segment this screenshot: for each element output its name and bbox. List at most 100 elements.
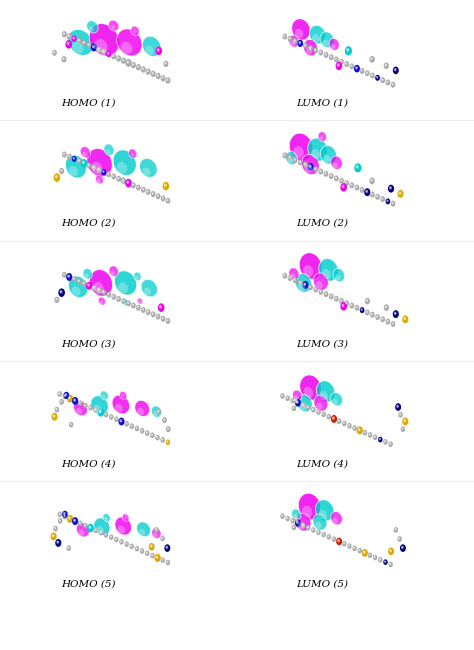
Circle shape [67, 34, 71, 39]
Circle shape [396, 404, 401, 410]
Circle shape [390, 550, 391, 551]
Ellipse shape [311, 149, 320, 159]
Ellipse shape [320, 146, 337, 164]
Ellipse shape [110, 25, 115, 30]
Circle shape [289, 157, 290, 158]
Circle shape [345, 62, 348, 66]
Ellipse shape [153, 533, 157, 538]
Circle shape [342, 304, 344, 307]
Circle shape [315, 49, 316, 51]
Circle shape [287, 397, 288, 398]
Circle shape [358, 428, 360, 430]
Circle shape [384, 63, 388, 68]
Circle shape [62, 57, 66, 62]
Circle shape [359, 549, 360, 551]
Ellipse shape [141, 280, 157, 297]
Circle shape [68, 515, 73, 522]
Text: HOMO (4): HOMO (4) [62, 460, 116, 469]
Circle shape [304, 163, 306, 164]
Circle shape [380, 438, 381, 439]
Circle shape [149, 543, 154, 550]
Ellipse shape [103, 514, 110, 521]
Circle shape [366, 311, 367, 313]
Circle shape [67, 546, 70, 551]
Circle shape [307, 406, 308, 408]
Circle shape [293, 278, 297, 283]
Ellipse shape [93, 282, 104, 294]
Circle shape [61, 400, 62, 402]
Ellipse shape [153, 411, 158, 417]
Circle shape [54, 174, 59, 181]
Circle shape [146, 551, 149, 555]
Circle shape [117, 296, 120, 301]
Circle shape [141, 549, 144, 553]
Circle shape [161, 76, 165, 81]
Circle shape [152, 312, 155, 317]
Ellipse shape [315, 522, 321, 529]
Circle shape [338, 540, 339, 541]
Circle shape [381, 317, 384, 322]
Circle shape [69, 517, 70, 519]
Circle shape [351, 184, 352, 185]
Circle shape [394, 313, 396, 315]
Circle shape [108, 173, 109, 174]
Circle shape [320, 51, 321, 53]
Circle shape [386, 319, 390, 324]
Circle shape [358, 549, 361, 552]
Ellipse shape [87, 21, 98, 33]
Circle shape [317, 530, 320, 534]
Ellipse shape [101, 395, 105, 399]
Circle shape [82, 160, 87, 167]
Circle shape [301, 523, 305, 527]
Circle shape [94, 528, 97, 532]
Circle shape [113, 55, 114, 57]
Circle shape [52, 413, 57, 420]
Circle shape [298, 40, 302, 46]
Ellipse shape [316, 281, 323, 289]
Circle shape [147, 190, 148, 192]
Circle shape [126, 422, 127, 424]
Ellipse shape [335, 275, 340, 281]
Circle shape [374, 556, 375, 558]
Circle shape [329, 55, 333, 59]
Circle shape [133, 304, 134, 306]
Ellipse shape [329, 38, 339, 50]
Text: LUMO (2): LUMO (2) [296, 219, 348, 228]
Circle shape [300, 161, 301, 162]
Circle shape [320, 170, 321, 172]
Circle shape [166, 198, 170, 203]
Ellipse shape [310, 25, 326, 44]
Ellipse shape [332, 399, 338, 405]
Circle shape [343, 541, 346, 546]
Circle shape [116, 538, 117, 539]
Circle shape [338, 420, 339, 421]
Ellipse shape [121, 395, 124, 399]
Circle shape [312, 408, 315, 412]
Circle shape [65, 394, 66, 395]
Ellipse shape [122, 514, 129, 521]
Circle shape [299, 280, 302, 285]
Circle shape [133, 184, 134, 185]
Circle shape [90, 407, 91, 408]
Circle shape [319, 50, 322, 55]
Circle shape [56, 540, 61, 546]
Circle shape [89, 526, 91, 528]
Circle shape [392, 83, 395, 87]
Circle shape [390, 187, 391, 189]
Circle shape [110, 536, 111, 538]
Text: HOMO (5): HOMO (5) [62, 580, 116, 589]
Circle shape [324, 53, 328, 57]
Circle shape [324, 172, 328, 176]
Circle shape [160, 306, 161, 308]
Circle shape [102, 49, 106, 55]
Circle shape [371, 58, 372, 59]
Ellipse shape [118, 282, 128, 293]
Circle shape [381, 78, 384, 83]
Ellipse shape [115, 404, 123, 413]
Circle shape [325, 53, 326, 55]
Ellipse shape [146, 46, 154, 55]
Circle shape [82, 161, 84, 164]
Circle shape [87, 43, 91, 47]
Ellipse shape [83, 268, 92, 279]
Circle shape [341, 60, 342, 62]
